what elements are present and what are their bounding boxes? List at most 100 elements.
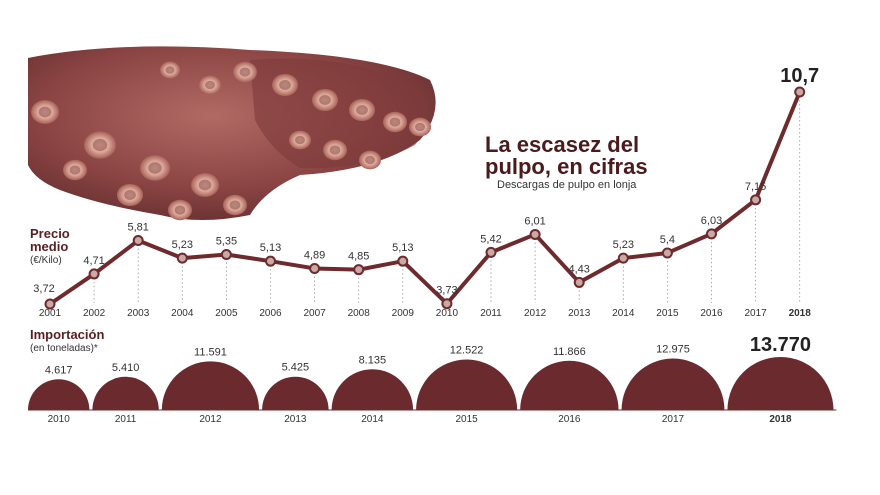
sucker-center bbox=[389, 117, 401, 127]
year-tick-label: 2001 bbox=[39, 308, 62, 319]
price-point bbox=[706, 228, 717, 240]
import-semicircle bbox=[262, 376, 329, 410]
import-year-label: 2010 bbox=[48, 414, 71, 425]
octopus-image bbox=[28, 46, 436, 221]
price-data-label: 6,03 bbox=[701, 215, 722, 227]
price-point bbox=[309, 262, 321, 274]
import-year-label: 2013 bbox=[284, 414, 307, 425]
sucker-center bbox=[415, 122, 425, 132]
import-value-label: 8.135 bbox=[359, 354, 387, 366]
sucker-center bbox=[229, 200, 241, 210]
price-data-label: 5,42 bbox=[480, 233, 501, 245]
price-point bbox=[132, 235, 144, 247]
price-point bbox=[485, 246, 497, 258]
year-tick-label: 2011 bbox=[480, 308, 502, 319]
price-data-label: 5,81 bbox=[127, 222, 148, 234]
year-tick-label: 2015 bbox=[656, 308, 679, 319]
import-value-label: 12.522 bbox=[450, 344, 484, 356]
price-point bbox=[88, 268, 100, 280]
sucker-center bbox=[319, 95, 331, 105]
price-point bbox=[617, 252, 629, 264]
import-year-label: 2017 bbox=[662, 414, 685, 425]
price-point bbox=[750, 194, 762, 206]
import-semicircle bbox=[416, 359, 518, 410]
price-point bbox=[794, 86, 806, 98]
price-line-chart: 3,72 2001 4,71 2002 5,81 2003 5,23 2004 5,35 2005… bbox=[33, 65, 819, 319]
price-data-label: 10,7 bbox=[780, 65, 819, 87]
import-label: Importación bbox=[30, 327, 104, 342]
year-tick-label: 2009 bbox=[392, 308, 415, 319]
price-point bbox=[44, 298, 56, 310]
import-semicircle bbox=[727, 357, 834, 410]
price-point bbox=[441, 298, 453, 310]
year-tick-label: 2002 bbox=[83, 308, 106, 319]
sucker-center bbox=[148, 162, 162, 174]
price-data-label: 5,23 bbox=[613, 239, 634, 251]
sucker-center bbox=[165, 66, 175, 74]
year-tick-label: 2007 bbox=[303, 308, 326, 319]
price-data-label: 4,43 bbox=[568, 263, 589, 275]
price-data-label: 4,89 bbox=[304, 249, 325, 261]
price-point bbox=[661, 247, 673, 259]
price-point bbox=[265, 255, 276, 267]
year-tick-label: 2008 bbox=[348, 308, 371, 319]
sucker-center bbox=[205, 80, 215, 90]
price-data-label: 4,85 bbox=[348, 251, 369, 263]
sucker-center bbox=[239, 67, 251, 77]
price-label-line2: medio bbox=[30, 239, 68, 254]
price-data-label: 3,72 bbox=[33, 283, 54, 295]
year-tick-label: 2004 bbox=[171, 308, 194, 319]
sucker-center bbox=[69, 165, 81, 175]
sucker-center bbox=[295, 135, 305, 145]
price-point bbox=[176, 252, 188, 264]
import-value-label: 11.866 bbox=[553, 346, 586, 358]
import-semicircle bbox=[621, 358, 725, 410]
price-unit-label: (€/Kilo) bbox=[30, 255, 62, 266]
year-tick-label: 2005 bbox=[215, 308, 238, 319]
price-data-label: 5,13 bbox=[260, 242, 281, 254]
price-point bbox=[397, 255, 409, 267]
import-semicircle bbox=[28, 379, 90, 410]
import-semicircle bbox=[161, 361, 260, 410]
import-year-label: 2018 bbox=[769, 414, 792, 425]
price-data-label: 7,15 bbox=[745, 181, 766, 193]
import-year-label: 2016 bbox=[558, 414, 581, 425]
price-data-label: 5,13 bbox=[392, 242, 413, 254]
import-semicircle bbox=[92, 376, 159, 410]
price-series-line bbox=[48, 91, 802, 306]
import-value-label: 11.591 bbox=[194, 346, 227, 358]
price-point bbox=[353, 264, 365, 276]
sucker-center bbox=[174, 205, 186, 215]
import-value-label: 5.410 bbox=[112, 362, 140, 374]
import-year-label: 2014 bbox=[361, 414, 384, 425]
price-data-label: 5,23 bbox=[172, 239, 193, 251]
sucker-center bbox=[38, 106, 52, 118]
year-tick-label: 2016 bbox=[700, 308, 723, 319]
import-value-label: 12.975 bbox=[656, 344, 690, 356]
sucker-center bbox=[124, 190, 136, 200]
price-data-label: 5,35 bbox=[216, 235, 237, 247]
sucker-center bbox=[279, 80, 291, 90]
price-point bbox=[573, 276, 585, 288]
import-semicircle bbox=[331, 369, 414, 410]
year-tick-label: 2018 bbox=[789, 308, 812, 319]
sucker-center bbox=[329, 145, 341, 155]
import-semicircle bbox=[520, 360, 619, 410]
import-unit-label: (en toneladas)* bbox=[30, 343, 98, 354]
price-label-line1: Precio bbox=[30, 226, 70, 241]
price-point bbox=[220, 248, 232, 260]
import-year-label: 2015 bbox=[455, 414, 478, 425]
year-tick-label: 2017 bbox=[744, 308, 767, 319]
sucker-center bbox=[198, 179, 212, 191]
price-data-label: 6,01 bbox=[524, 215, 545, 227]
import-year-label: 2011 bbox=[115, 414, 137, 425]
import-year-label: 2012 bbox=[199, 414, 222, 425]
import-semicircle-chart: 4.617 2010 5.410 2011 11.591 2012 5.425 2013 8.1… bbox=[28, 334, 837, 425]
year-tick-label: 2012 bbox=[524, 308, 547, 319]
sucker-center bbox=[92, 138, 108, 152]
year-tick-label: 2014 bbox=[612, 308, 635, 319]
price-point bbox=[529, 228, 541, 240]
chart-title-line1: La escasez del bbox=[485, 132, 639, 157]
import-value-label: 13.770 bbox=[750, 334, 811, 356]
